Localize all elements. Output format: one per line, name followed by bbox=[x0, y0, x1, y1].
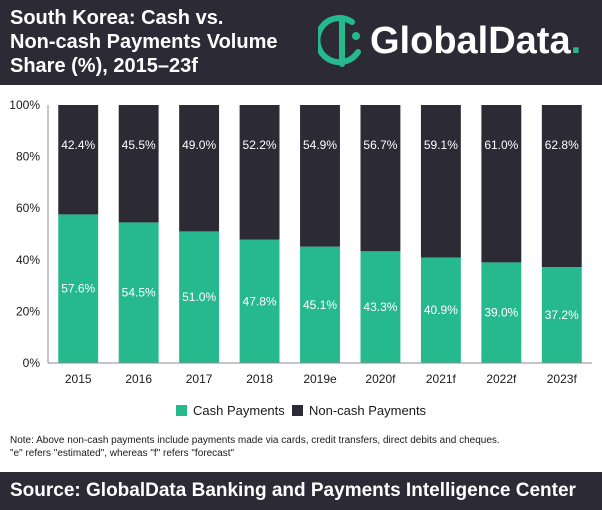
bar-cash bbox=[300, 246, 340, 363]
stacked-bar-chart: 0% 20% 40% 60% 80% 100% 57.6% 42.4% 2015 54.5% 45.… bbox=[9, 98, 592, 386]
bar-cash bbox=[541, 267, 582, 363]
data-label-non-cash: 42.4% bbox=[61, 138, 95, 152]
data-label-non-cash: 62.8% bbox=[545, 138, 579, 152]
data-label-cash: 43.3% bbox=[363, 300, 397, 314]
header-banner: South Korea: Cash vs. Non-cash Payments … bbox=[0, 0, 602, 85]
legend-item-cash: Cash Payments bbox=[176, 403, 285, 418]
x-tick-label: 2015 bbox=[65, 372, 92, 386]
bar-non-cash bbox=[541, 105, 582, 268]
data-label-non-cash: 59.1% bbox=[424, 138, 458, 152]
data-label-cash: 57.6% bbox=[61, 282, 95, 296]
legend-swatch-cash bbox=[176, 405, 187, 416]
bar-non-cash bbox=[481, 105, 522, 263]
logo-wordmark: GlobalData. bbox=[370, 20, 582, 62]
x-tick-label: 2018 bbox=[246, 372, 273, 386]
bar-non-cash bbox=[239, 105, 280, 240]
data-label-non-cash: 45.5% bbox=[122, 138, 156, 152]
y-tick-label: 0% bbox=[23, 356, 41, 370]
bar-non-cash bbox=[300, 105, 340, 247]
y-tick-label: 40% bbox=[16, 253, 40, 267]
y-tick-label: 60% bbox=[16, 201, 40, 215]
legend: Cash Payments Non-cash Payments bbox=[0, 401, 602, 423]
x-tick-label: 2023f bbox=[547, 372, 578, 386]
y-tick-label: 20% bbox=[16, 304, 40, 318]
bar-cash bbox=[360, 251, 401, 363]
x-tick-label: 2016 bbox=[125, 372, 152, 386]
legend-label-cash: Cash Payments bbox=[193, 403, 285, 418]
source-text: Source: GlobalData Banking and Payments … bbox=[10, 480, 576, 501]
data-label-cash: 40.9% bbox=[424, 303, 458, 317]
globaldata-logo-icon bbox=[318, 15, 361, 67]
chart-title: South Korea: Cash vs. Non-cash Payments … bbox=[10, 7, 278, 77]
x-tick-label: 2020f bbox=[365, 372, 396, 386]
data-label-cash: 51.0% bbox=[182, 290, 216, 304]
data-label-cash: 45.1% bbox=[303, 298, 337, 312]
data-label-cash: 47.8% bbox=[243, 294, 277, 308]
footnote: Note: Above non-cash payments include pa… bbox=[10, 435, 500, 459]
data-label-cash: 39.0% bbox=[484, 306, 518, 320]
legend-label-non-cash: Non-cash Payments bbox=[309, 403, 427, 418]
bar-cash bbox=[179, 231, 220, 363]
x-tick-label: 2022f bbox=[486, 372, 517, 386]
data-label-non-cash: 54.9% bbox=[303, 138, 337, 152]
data-label-cash: 37.2% bbox=[545, 308, 579, 322]
footer-banner: Source: GlobalData Banking and Payments … bbox=[0, 472, 602, 510]
legend-item-non-cash: Non-cash Payments bbox=[292, 403, 426, 418]
bar-cash bbox=[58, 214, 99, 363]
legend-swatch-non-cash bbox=[292, 405, 303, 416]
x-tick-label: 2019e bbox=[303, 372, 337, 386]
data-label-non-cash: 61.0% bbox=[484, 138, 518, 152]
data-label-cash: 54.5% bbox=[122, 286, 156, 300]
y-tick-label: 80% bbox=[16, 150, 40, 164]
bar-non-cash bbox=[420, 105, 461, 258]
bar-non-cash bbox=[58, 105, 99, 215]
data-label-non-cash: 49.0% bbox=[182, 138, 216, 152]
bar-cash bbox=[118, 222, 159, 363]
data-label-non-cash: 56.7% bbox=[363, 138, 397, 152]
bar-non-cash bbox=[360, 105, 401, 252]
data-label-non-cash: 52.2% bbox=[243, 138, 277, 152]
bar-non-cash bbox=[179, 105, 220, 232]
x-tick-label: 2021f bbox=[426, 372, 457, 386]
x-tick-label: 2017 bbox=[186, 372, 213, 386]
globaldata-logo: GlobalData. bbox=[318, 12, 598, 72]
y-tick-label: 100% bbox=[9, 98, 40, 112]
bar-non-cash bbox=[118, 105, 159, 223]
bar-cash bbox=[481, 262, 522, 363]
bar-cash bbox=[239, 239, 280, 363]
bar-cash bbox=[420, 257, 461, 363]
